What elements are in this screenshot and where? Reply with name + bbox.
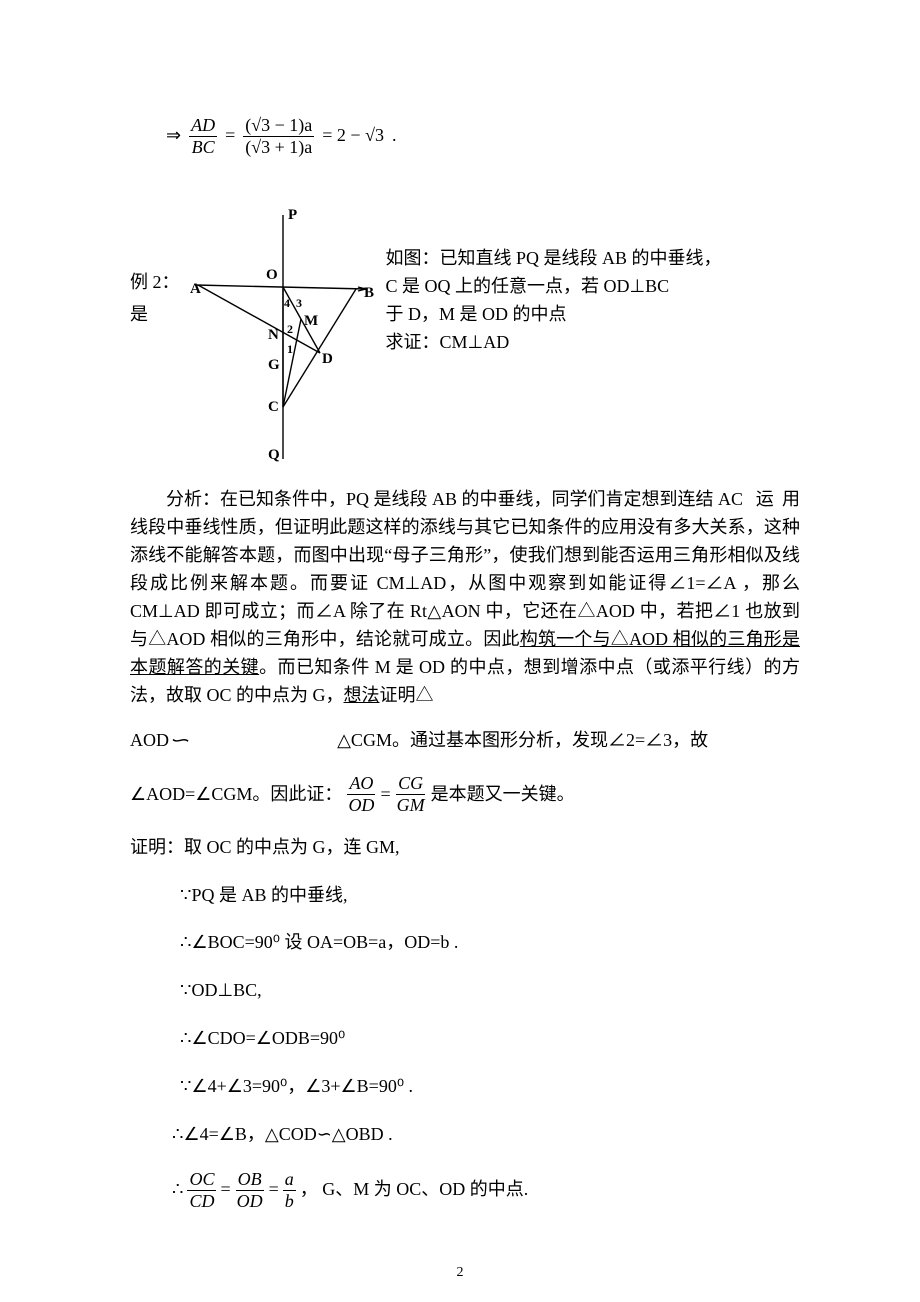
- step-3: ∵OD⊥BC,: [180, 977, 800, 1005]
- frac-cg-gm: CG GM: [395, 773, 427, 815]
- equation-ad-bc: ⇒ AD BC = (√3 − 1)a (√3 + 1)a = 2 − √3 .: [166, 115, 800, 157]
- eq1-rhs: = 2 − √3: [322, 122, 384, 150]
- svg-text:1: 1: [287, 342, 293, 356]
- page-number: 2: [0, 1262, 920, 1284]
- svg-text:M: M: [304, 313, 318, 329]
- svg-text:D: D: [322, 351, 333, 367]
- step-7: ∴ OC CD = OB OD = a b ， G、M 为 OC、OD 的中点.: [172, 1169, 800, 1211]
- frac-ob-od: OB OD: [235, 1169, 265, 1211]
- frac-a-b: a b: [283, 1169, 296, 1211]
- svg-text:O: O: [266, 267, 278, 283]
- svg-text:Q: Q: [268, 447, 280, 463]
- analysis-line3: ∠AOD=∠CGM。因此证： AO OD = CG GM 是本题又一关键。: [130, 773, 800, 815]
- svg-text:2: 2: [287, 322, 293, 336]
- svg-text:B: B: [364, 285, 374, 301]
- step-2: ∴∠BOC=90⁰ 设 OA=OB=a，OD=b .: [180, 929, 800, 957]
- svg-text:G: G: [268, 357, 280, 373]
- frac-ao-od: AO OD: [346, 773, 376, 815]
- frac-ad-bc: AD BC: [189, 115, 217, 157]
- page: ⇒ AD BC = (√3 − 1)a (√3 + 1)a = 2 − √3 .…: [0, 0, 920, 1302]
- svg-text:A: A: [190, 281, 201, 297]
- example-2-label: 例 2： 是: [130, 207, 180, 329]
- svg-text:N: N: [268, 327, 279, 343]
- double-arrow: ⇒: [166, 122, 181, 150]
- step-6: ∴∠4=∠B，△COD∽△OBD .: [172, 1121, 800, 1149]
- step-1: ∵PQ 是 AB 的中垂线,: [180, 882, 800, 910]
- step-4: ∴∠CDO=∠ODB=90⁰: [180, 1025, 800, 1053]
- svg-text:4: 4: [284, 296, 290, 310]
- proof-head: 证明：取 OC 的中点为 G，连 GM,: [130, 834, 800, 862]
- example-2-block: 例 2： 是 P O A: [130, 207, 800, 476]
- svg-text:C: C: [268, 399, 279, 415]
- step-5: ∵∠4+∠3=90⁰，∠3+∠B=90⁰ .: [180, 1073, 800, 1101]
- analysis-paragraph: 分析：在已知条件中，PQ 是线段 AB 的中垂线，同学们肯定想到连结 AC 运用…: [130, 486, 800, 709]
- svg-text:3: 3: [296, 296, 302, 310]
- frac-sqrt: (√3 − 1)a (√3 + 1)a: [243, 115, 314, 157]
- example-2-statement: 如图：已知直线 PQ 是线段 AB 的中垂线， C 是 OQ 上的任意一点，若 …: [386, 207, 801, 357]
- svg-text:P: P: [288, 207, 297, 223]
- analysis-line2: AOD∽ △CGM。通过基本图形分析，发现∠2=∠3，故: [130, 727, 800, 755]
- figure-pq-ab: P O A B 3 4 M 2 N 1 G D C Q: [188, 207, 378, 476]
- frac-oc-cd: OC CD: [187, 1169, 216, 1211]
